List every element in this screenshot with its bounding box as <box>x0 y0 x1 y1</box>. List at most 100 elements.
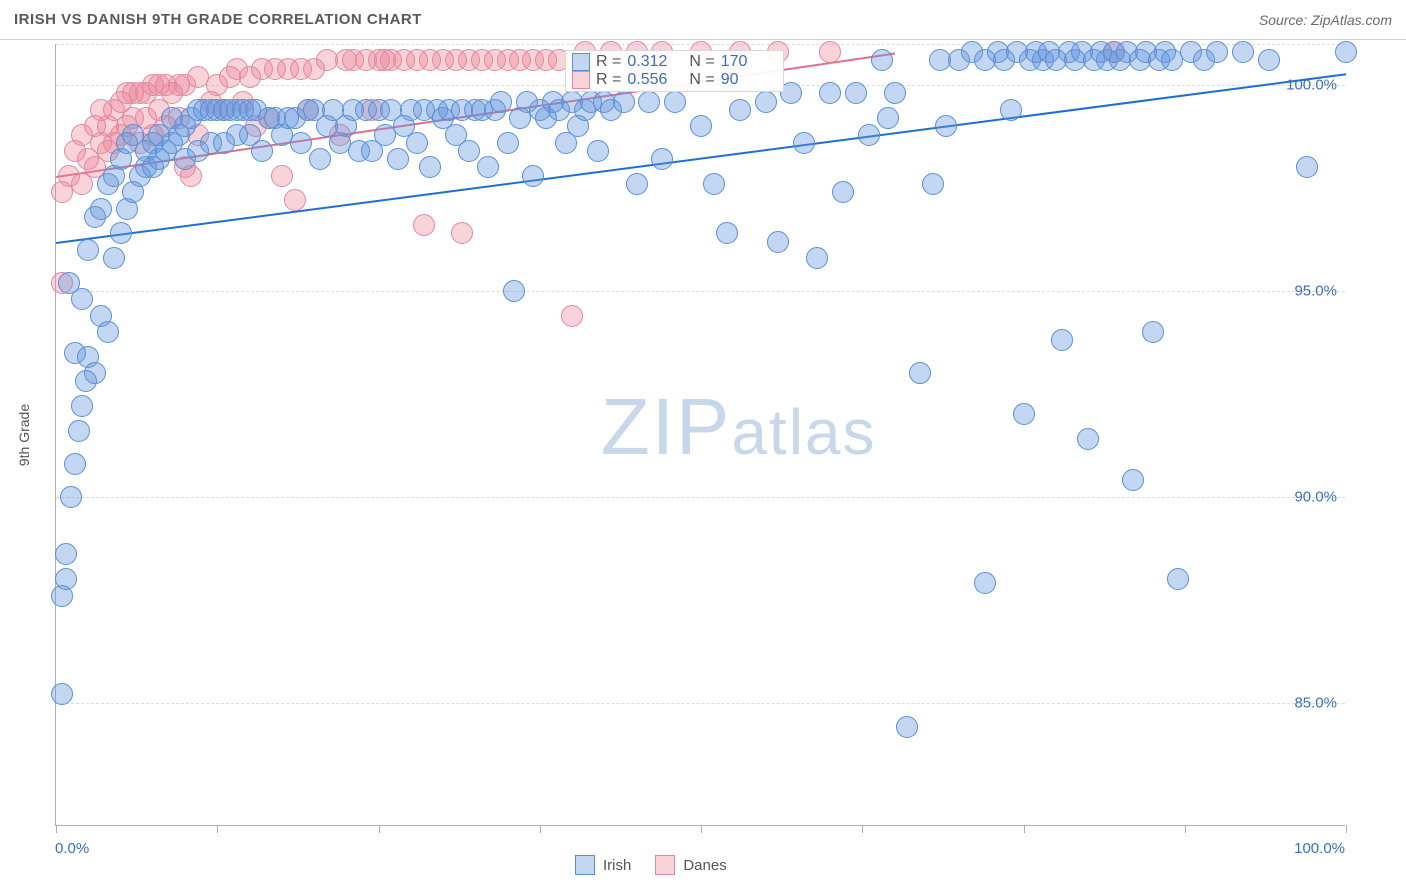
stat-n-value: 170 <box>721 53 777 71</box>
ytick-label: 95.0% <box>1294 282 1337 299</box>
point-irish <box>638 91 660 113</box>
xtick-mark <box>1346 825 1347 833</box>
point-danes <box>451 222 473 244</box>
point-danes <box>413 214 435 236</box>
point-irish <box>703 173 725 195</box>
point-irish <box>1232 41 1254 63</box>
xtick-mark <box>56 825 57 833</box>
chart-title: IRISH VS DANISH 9TH GRADE CORRELATION CH… <box>14 11 422 28</box>
point-irish <box>716 222 738 244</box>
point-irish <box>309 148 331 170</box>
point-irish <box>84 362 106 384</box>
xtick-mark <box>1185 825 1186 833</box>
point-irish <box>793 132 815 154</box>
point-irish <box>922 173 944 195</box>
point-irish <box>1335 41 1357 63</box>
point-irish <box>806 247 828 269</box>
point-irish <box>77 239 99 261</box>
point-irish <box>819 82 841 104</box>
point-irish <box>877 107 899 129</box>
point-irish <box>103 247 125 269</box>
point-irish <box>90 198 112 220</box>
ytick-label: 90.0% <box>1294 488 1337 505</box>
point-irish <box>419 156 441 178</box>
point-irish <box>884 82 906 104</box>
point-irish <box>251 140 273 162</box>
series-swatch <box>572 71 590 89</box>
stat-r-value: 0.556 <box>627 71 683 89</box>
point-irish <box>1206 41 1228 63</box>
stat-r-label: R = <box>596 53 621 71</box>
point-danes <box>284 189 306 211</box>
point-irish <box>896 716 918 738</box>
series-swatch <box>572 53 590 71</box>
xtick-label: 100.0% <box>1294 840 1345 857</box>
point-danes <box>561 305 583 327</box>
correlation-stats-box: R = 0.312 N = 170 R = 0.556 N = 90 <box>565 50 784 92</box>
point-irish <box>1296 156 1318 178</box>
point-irish <box>832 181 854 203</box>
point-irish <box>497 132 519 154</box>
ytick-label: 85.0% <box>1294 694 1337 711</box>
xtick-mark <box>862 825 863 833</box>
stat-n-label: N = <box>689 71 714 89</box>
legend-label: Irish <box>603 857 631 874</box>
stats-row: R = 0.312 N = 170 <box>572 53 777 71</box>
xtick-mark <box>540 825 541 833</box>
point-irish <box>587 140 609 162</box>
point-irish <box>55 568 77 590</box>
point-irish <box>845 82 867 104</box>
xtick-label: 0.0% <box>55 840 89 857</box>
point-irish <box>664 91 686 113</box>
source-attribution: Source: ZipAtlas.com <box>1259 12 1392 28</box>
point-irish <box>1013 403 1035 425</box>
xtick-mark <box>217 825 218 833</box>
point-irish <box>68 420 90 442</box>
point-irish <box>110 222 132 244</box>
point-danes <box>819 41 841 63</box>
point-irish <box>458 140 480 162</box>
point-irish <box>503 280 525 302</box>
point-irish <box>477 156 499 178</box>
point-irish <box>755 91 777 113</box>
point-irish <box>871 49 893 71</box>
gridline <box>56 497 1345 498</box>
point-irish <box>71 395 93 417</box>
point-irish <box>613 91 635 113</box>
point-irish <box>1000 99 1022 121</box>
stat-n-value: 90 <box>721 71 777 89</box>
point-irish <box>71 288 93 310</box>
legend-swatch <box>655 855 675 875</box>
point-irish <box>909 362 931 384</box>
point-irish <box>974 572 996 594</box>
point-danes <box>271 165 293 187</box>
point-irish <box>97 321 119 343</box>
point-irish <box>490 91 512 113</box>
point-irish <box>290 132 312 154</box>
stat-n-label: N = <box>689 53 714 71</box>
yaxis-title: 9th Grade <box>16 404 32 466</box>
xtick-mark <box>379 825 380 833</box>
point-irish <box>60 486 82 508</box>
gridline <box>56 291 1345 292</box>
point-irish <box>387 148 409 170</box>
point-irish <box>1258 49 1280 71</box>
point-irish <box>858 124 880 146</box>
point-irish <box>1122 469 1144 491</box>
point-irish <box>690 115 712 137</box>
point-irish <box>651 148 673 170</box>
point-irish <box>406 132 428 154</box>
stat-r-value: 0.312 <box>627 53 683 71</box>
point-irish <box>626 173 648 195</box>
point-irish <box>729 99 751 121</box>
point-irish <box>1051 329 1073 351</box>
legend: Irish Danes <box>575 855 743 875</box>
point-irish <box>51 683 73 705</box>
point-irish <box>55 543 77 565</box>
point-irish <box>64 453 86 475</box>
legend-label: Danes <box>683 857 726 874</box>
point-irish <box>767 231 789 253</box>
stat-r-label: R = <box>596 71 621 89</box>
point-irish <box>1142 321 1164 343</box>
gridline <box>56 703 1345 704</box>
